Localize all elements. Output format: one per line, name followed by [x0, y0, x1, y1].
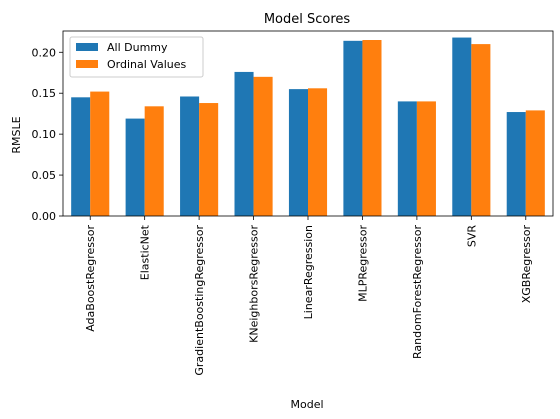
bar-svr-ordinal-values	[471, 44, 491, 216]
bar-elasticnet-ordinal-values	[144, 106, 164, 216]
bar-elasticnet-all-dummy	[125, 118, 145, 216]
bar-gradientboostingregressor-all-dummy	[180, 96, 200, 216]
bar-mlpregressor-ordinal-values	[362, 40, 382, 216]
y-tick-label: 0.20	[32, 46, 57, 59]
bar-xgbregressor-all-dummy	[506, 112, 526, 216]
chart-title: Model Scores	[264, 12, 351, 27]
y-tick-label: 0.00	[32, 210, 57, 223]
legend-swatch	[76, 60, 98, 68]
x-tick-label: XGBRegressor	[520, 225, 533, 304]
bar-randomforestregressor-all-dummy	[397, 101, 417, 216]
y-tick-label: 0.10	[32, 128, 57, 141]
bar-randomforestregressor-ordinal-values	[416, 101, 436, 216]
legend-label: Ordinal Values	[107, 58, 186, 71]
x-tick-label: RandomForestRegressor	[411, 225, 424, 359]
plot-area: 0.00 0.05 0.10 0.15 0.20 AdaBoostRegressor Ela…	[32, 30, 554, 376]
y-tick-label: 0.05	[32, 169, 57, 182]
bar-linearregression-ordinal-values	[308, 88, 328, 216]
bar-gradientboostingregressor-ordinal-values	[199, 103, 219, 216]
bar-kneighborsregressor-all-dummy	[234, 71, 254, 217]
legend: All Dummy Ordinal Values	[69, 36, 204, 78]
x-axis-title: Model	[290, 398, 323, 411]
bar-mlpregressor-all-dummy	[343, 40, 363, 216]
bar-svr-all-dummy	[452, 37, 472, 216]
x-tick-label: SVR	[465, 225, 478, 248]
x-tick-label: ElasticNet	[139, 224, 152, 280]
legend-label: All Dummy	[107, 41, 168, 54]
x-tick-label: KNeighborsRegressor	[248, 225, 261, 343]
x-tick-label: GradientBoostingRegressor	[193, 225, 206, 376]
bar-adaboostregressor-ordinal-values	[90, 91, 110, 216]
bar-adaboostregressor-all-dummy	[71, 97, 91, 216]
y-axis-title: RMSLE	[10, 116, 23, 153]
bar-xgbregressor-ordinal-values	[525, 110, 545, 216]
legend-box	[69, 36, 204, 78]
x-tick-label: AdaBoostRegressor	[84, 225, 97, 332]
x-tick-label: MLPRegressor	[356, 225, 369, 302]
legend-swatch	[76, 43, 98, 51]
y-tick-label: 0.15	[32, 87, 57, 100]
x-tick-label: LinearRegression	[302, 225, 315, 319]
bar-linearregression-all-dummy	[288, 89, 308, 216]
bar-kneighborsregressor-ordinal-values	[253, 76, 273, 216]
